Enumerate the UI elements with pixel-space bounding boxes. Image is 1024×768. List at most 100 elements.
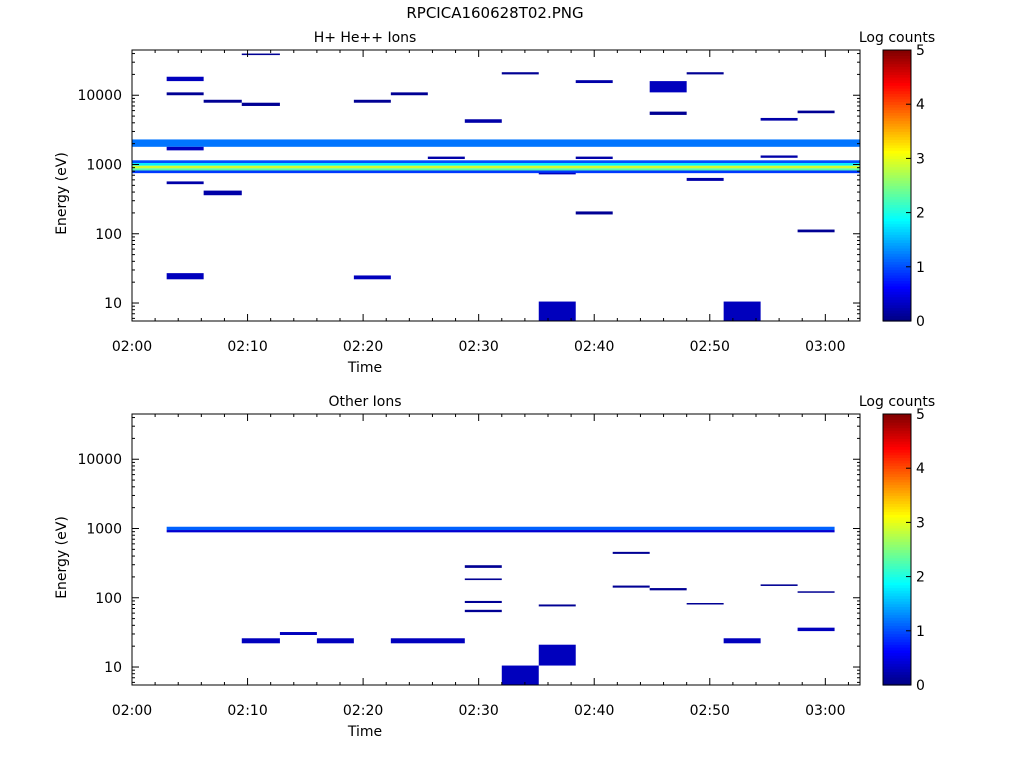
data-cell: [166, 146, 204, 151]
colorbar-swatch: [883, 500, 911, 505]
colorbar-swatch: [883, 554, 911, 559]
data-cell: [203, 190, 242, 196]
data-cell: [390, 92, 428, 96]
colorbar-swatch: [883, 139, 911, 143]
data-cell: [575, 156, 613, 160]
colorbar-swatch: [883, 185, 911, 189]
colorbar-swatch: [883, 568, 911, 572]
colorbar-swatch: [883, 438, 911, 442]
colorbar-swatch: [883, 676, 911, 681]
colorbar-swatch: [883, 166, 911, 170]
colorbar-swatch: [883, 535, 911, 540]
colorbar-swatch: [883, 668, 911, 673]
colorbar-swatch: [883, 258, 911, 262]
colorbar-swatch: [883, 209, 911, 214]
x-tick-label: 02:10: [227, 703, 267, 719]
colorbar-swatch: [883, 285, 911, 290]
panel-1: 02:00 02:10 02:20 02:30 02:40 02:50 03:0010100…: [54, 30, 935, 376]
colorbar-swatch: [883, 460, 911, 464]
data-cell: [723, 301, 761, 321]
colorbar-swatch: [883, 55, 911, 59]
colorbar-swatch: [883, 573, 911, 578]
plot-frame: [131, 413, 861, 686]
colorbar-swatch: [883, 628, 911, 632]
colorbar-swatch: [883, 546, 911, 551]
colorbar-swatch: [883, 231, 911, 235]
colorbar-swatch: [883, 587, 911, 591]
colorbar-swatch: [883, 318, 911, 322]
colorbar-swatch: [883, 90, 911, 94]
colorbar-swatch: [883, 484, 911, 488]
y-tick-label: 10000: [77, 88, 122, 104]
colorbar-swatch: [883, 422, 911, 426]
data-cell: [241, 53, 280, 56]
data-cell: [538, 301, 576, 321]
colorbar-swatch: [883, 603, 911, 608]
colorbar-swatch: [883, 508, 911, 513]
data-cell: [353, 275, 391, 280]
data-cell: [353, 99, 391, 103]
colorbar-swatch: [883, 476, 911, 480]
colorbar-swatch: [883, 315, 911, 319]
data-cell: [132, 168, 860, 171]
colorbar-swatch: [883, 291, 911, 295]
data-cell: [241, 102, 280, 106]
colorbar-swatch: [883, 261, 911, 265]
colorbar-swatch: [883, 182, 911, 187]
colorbar-swatch: [883, 511, 911, 515]
colorbar-swatch: [883, 82, 911, 86]
colorbar-swatch: [883, 633, 911, 637]
data-cell: [166, 92, 204, 96]
y-tick-label: 1000: [86, 521, 122, 537]
colorbar-swatch: [883, 239, 911, 244]
colorbar-frame: [882, 49, 912, 322]
colorbar-swatch: [883, 215, 911, 219]
colorbar-swatch: [883, 169, 911, 173]
colorbar-swatch: [883, 280, 911, 284]
data-cell: [760, 155, 798, 158]
data-cell: [723, 638, 761, 644]
colorbar-swatch: [883, 253, 911, 257]
colorbar-swatch: [883, 647, 911, 651]
colorbar-swatch: [883, 109, 911, 113]
colorbar-swatch: [883, 255, 911, 260]
colorbar-swatch: [883, 101, 911, 105]
colorbar-swatch: [883, 538, 911, 542]
y-tick-label: 1000: [86, 157, 122, 173]
colorbar-swatch: [883, 666, 911, 670]
data-cell: [166, 526, 835, 531]
colorbar-swatch: [883, 579, 911, 583]
colorbar-swatch: [883, 226, 911, 230]
colorbar-swatch: [883, 158, 911, 162]
colorbar-swatch: [883, 104, 911, 108]
colorbar-tick-label: 3: [916, 151, 925, 167]
colorbar-label: Log counts: [859, 30, 935, 46]
colorbar-swatch: [883, 188, 911, 192]
data-cell: [538, 644, 576, 666]
data-cell: [390, 638, 465, 644]
colorbar-swatch: [883, 454, 911, 458]
colorbar-swatch: [883, 180, 911, 184]
colorbar-swatch: [883, 571, 911, 575]
data-cell: [464, 609, 502, 613]
colorbar-swatch: [883, 312, 911, 317]
colorbar-swatch: [883, 533, 911, 537]
colorbar-swatch: [883, 530, 911, 534]
colorbar-swatch: [883, 449, 911, 453]
data-cell: [575, 80, 613, 84]
data-cell: [132, 170, 860, 174]
colorbar-swatch: [883, 296, 911, 300]
colorbar-tick-label: 4: [916, 461, 925, 477]
y-tick-label: 10000: [77, 452, 122, 468]
colorbar-swatch: [883, 247, 911, 252]
colorbar-swatch: [883, 492, 911, 496]
x-tick-label: 02:40: [574, 339, 614, 355]
colorbar-swatch: [883, 220, 911, 225]
data-cell: [464, 565, 502, 568]
colorbar-swatch: [883, 638, 911, 643]
colorbar-tick-label: 1: [916, 260, 925, 276]
colorbar-swatch: [883, 207, 911, 211]
colorbar-swatch: [883, 50, 911, 54]
colorbar-swatch: [883, 204, 911, 208]
colorbar-swatch: [883, 657, 911, 662]
